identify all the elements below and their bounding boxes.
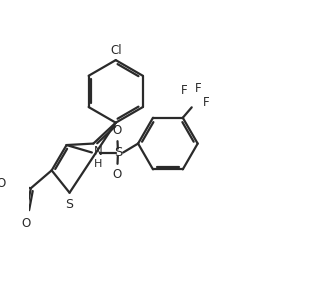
Text: S: S	[114, 146, 123, 159]
Text: O: O	[22, 217, 31, 230]
Text: O: O	[113, 124, 122, 137]
Text: O: O	[0, 177, 6, 190]
Text: F: F	[195, 82, 201, 95]
Text: S: S	[66, 198, 73, 211]
Text: N: N	[93, 145, 102, 158]
Text: Cl: Cl	[110, 44, 122, 56]
Text: F: F	[181, 84, 188, 97]
Text: F: F	[203, 96, 210, 109]
Text: O: O	[113, 168, 122, 181]
Text: H: H	[93, 159, 102, 169]
